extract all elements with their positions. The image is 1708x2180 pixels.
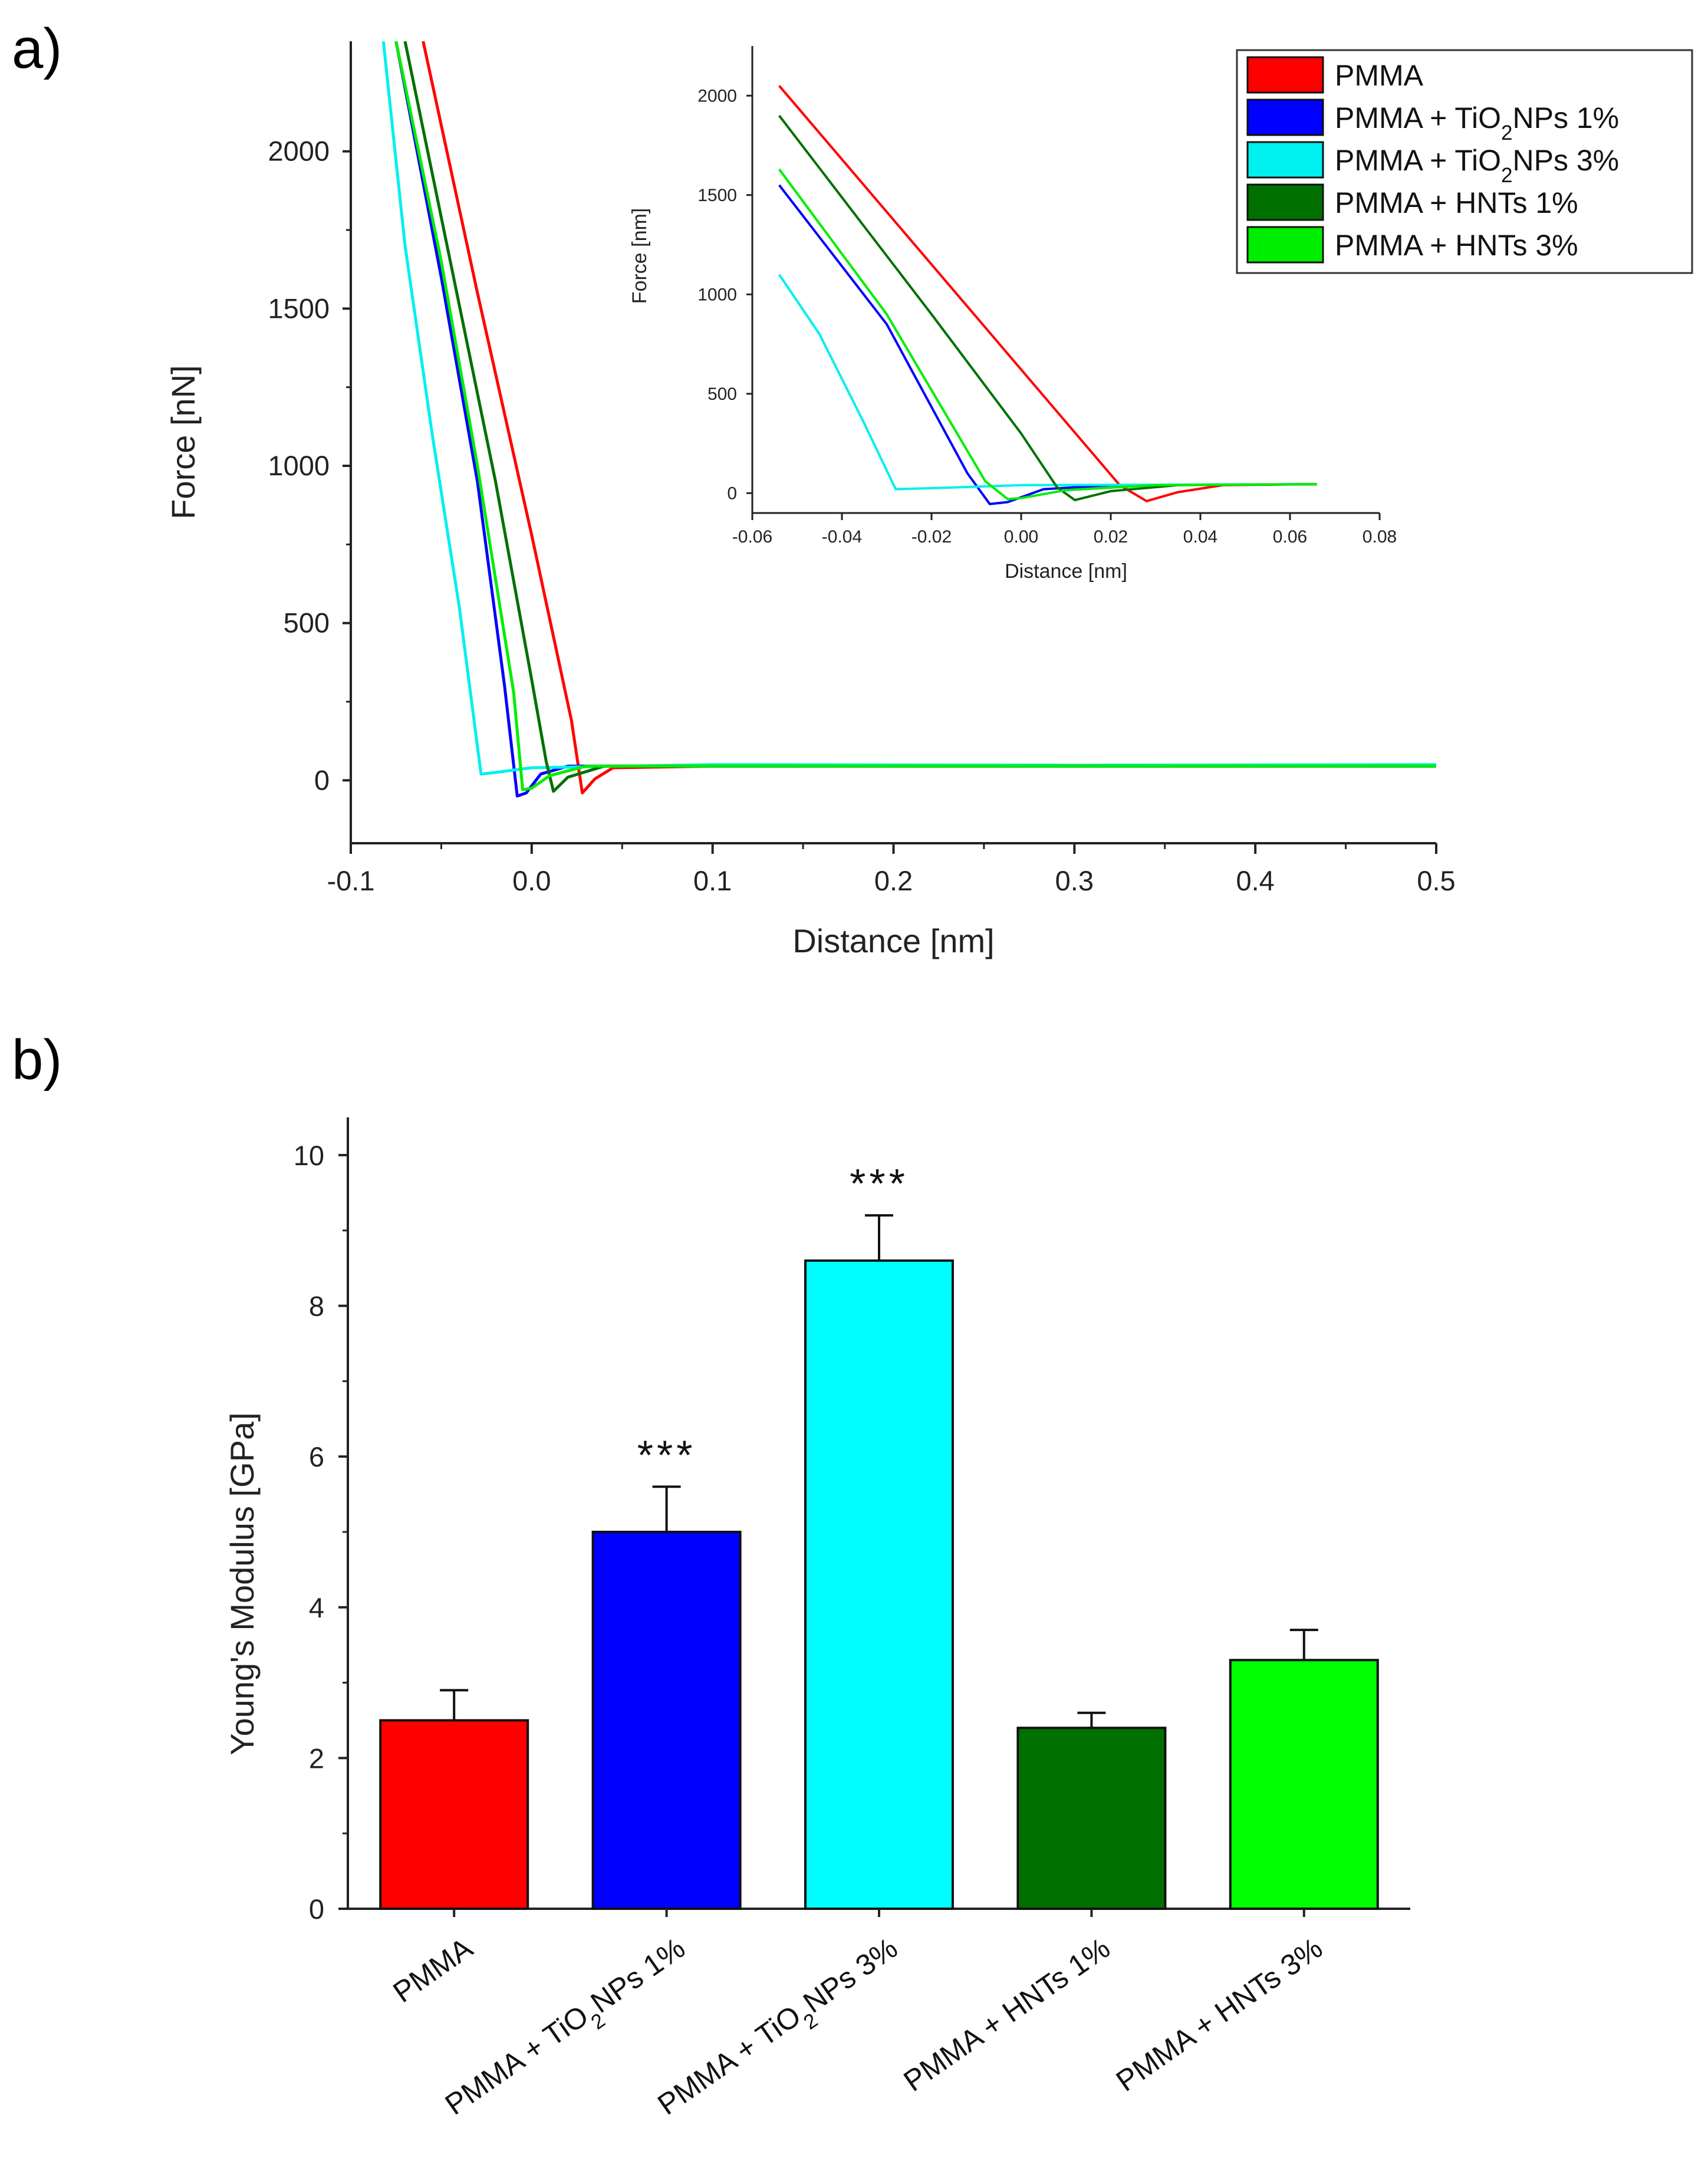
inset-x-tick-label: 0.06 (1273, 527, 1307, 547)
inset-x-axis-title: Distance [nm] (1005, 560, 1127, 583)
y-tick-label: 10 (294, 1140, 324, 1171)
y-tick-label: 2000 (268, 136, 330, 167)
inset-x-tick-label: 0.02 (1094, 527, 1128, 547)
x-tick-label: 0.4 (1236, 865, 1274, 896)
y-tick-label: 4 (309, 1592, 324, 1623)
x-tick-label: 0.2 (874, 865, 913, 896)
inset-y-tick-label: 1000 (697, 285, 737, 304)
legend-label: PMMA + TiO2NPs 1% (1335, 101, 1619, 144)
y-axis-title: Force [nN] (164, 365, 202, 519)
bar-pmma (379, 1719, 529, 1910)
y-tick-label: 8 (309, 1291, 324, 1322)
y-tick-label: 6 (309, 1441, 324, 1472)
inset-x-tick-label: -0.02 (911, 527, 952, 547)
inset-x-tick-label: 0.08 (1363, 527, 1397, 547)
legend-swatch (1246, 226, 1324, 264)
inset-series-line-pmma-tio2nps-3 (778, 274, 1317, 491)
inset-y-tick-label: 2000 (697, 86, 737, 106)
force-distance-chart: 0 500 1000 1500 2000 -0.1 0.0 0.1 0.2 0.3 0.4 0.5 Di… (164, 41, 1693, 959)
legend-label: PMMA + HNTs 3% (1335, 229, 1578, 262)
inset-x-tick-label: -0.06 (732, 527, 772, 547)
legend-label: PMMA + HNTs 1% (1335, 186, 1578, 219)
y-tick-label: 500 (284, 607, 330, 639)
panel-label-b: b) (12, 1028, 62, 1091)
inset-y-axis-title: Force [nm] (628, 208, 651, 304)
x-tick-label: 0.0 (512, 865, 551, 896)
legend-label: PMMA (1335, 59, 1424, 92)
y-tick-label: 2 (309, 1742, 324, 1774)
bar-pmma-hnts-3 (1229, 1659, 1379, 1910)
x-tick-label: 0.5 (1417, 865, 1455, 896)
bar-pmma-tio2nps-3 (804, 1259, 954, 1910)
bar-pmma-hnts-1 (1016, 1727, 1167, 1910)
x-axis-title: Distance [nm] (792, 922, 994, 959)
y-tick-label: 1000 (268, 450, 330, 481)
y-tick-label: 0 (314, 764, 330, 795)
legend-label: PMMA + TiO2NPs 3% (1335, 144, 1619, 187)
inset-y-tick-label: 1500 (697, 186, 737, 205)
legend-swatch (1246, 141, 1324, 179)
x-tick-label: 0.3 (1055, 865, 1094, 896)
inset-x-tick-label: -0.04 (822, 527, 862, 547)
inset-y-tick-label: 0 (727, 484, 737, 503)
inset-chart: 0 500 1000 1500 2000 -0.06 -0.04 -0.02 0.00 0.02 0… (628, 46, 1397, 583)
y-axis-title: Young's Modulus [GPa] (223, 1412, 261, 1755)
inset-series-line-pmma-hnts-3 (778, 168, 1317, 501)
significance-marker: *** (850, 1160, 909, 1206)
inset-x-tick-label: 0.00 (1004, 527, 1038, 547)
bar-pmma-tio2nps-1 (591, 1530, 742, 1910)
panel-label-a: a) (12, 17, 62, 80)
x-tick-label: 0.1 (693, 865, 732, 896)
inset-x-tick-label: 0.04 (1183, 527, 1217, 547)
legend-swatch (1246, 183, 1324, 221)
significance-marker: *** (637, 1432, 696, 1478)
legend-swatch (1246, 56, 1324, 94)
inset-y-tick-label: 500 (707, 384, 737, 404)
legend-swatch (1246, 98, 1324, 136)
x-tick-label: -0.1 (327, 865, 375, 896)
y-tick-label: 0 (309, 1893, 324, 1925)
y-tick-label: 1500 (268, 292, 330, 324)
series-line-pmma-hnts-3 (394, 41, 1436, 791)
